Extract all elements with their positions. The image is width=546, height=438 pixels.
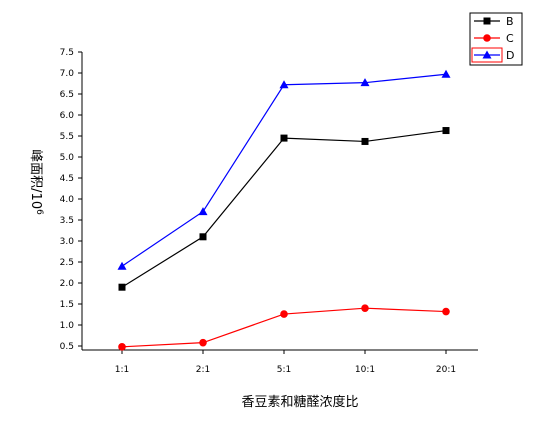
- series-D-point: [441, 69, 451, 78]
- y-axis-title-superscript: 6: [34, 209, 44, 215]
- y-axis-title: 峰面积/106: [28, 149, 44, 215]
- series-layer: [117, 69, 451, 351]
- series-D-point: [117, 261, 127, 270]
- series-B-point: [118, 283, 126, 291]
- y-tick-label: 0.5: [60, 342, 74, 352]
- y-tick-label: 1.5: [60, 300, 74, 310]
- x-tick-label: 5:1: [277, 365, 291, 375]
- x-tick-label: 20:1: [436, 365, 456, 375]
- legend-label: D: [506, 49, 514, 62]
- y-axis-title-main: 峰面积/10: [28, 149, 43, 209]
- x-tick-label: 10:1: [355, 365, 375, 375]
- series-B-point: [442, 127, 450, 135]
- legend-box: [469, 12, 523, 66]
- series-B: [118, 127, 450, 291]
- plot-frame: [81, 52, 478, 351]
- series-C: [118, 304, 450, 351]
- series-D: [117, 69, 451, 270]
- series-D-line: [121, 73, 447, 267]
- x-tick-label: 2:1: [196, 365, 210, 375]
- y-tick-label: 5.0: [60, 153, 75, 163]
- series-C-point: [361, 304, 369, 313]
- series-C-point: [199, 338, 207, 347]
- series-B-line: [121, 129, 447, 288]
- y-tick-label: 2.0: [60, 279, 75, 289]
- series-B-point: [199, 233, 207, 241]
- y-tick-label: 3.5: [60, 216, 74, 226]
- y-tick-label: 6.0: [60, 111, 75, 121]
- y-tick-label: 4.0: [60, 195, 75, 205]
- series-C-point: [442, 307, 450, 316]
- y-tick-label: 4.5: [60, 174, 74, 184]
- y-ticks: 0.5 1.0 1.5 2.0 2.5 3.0 3.5 4.0 4.5 5.0 5.5 6.0 6.5 7…: [60, 48, 82, 352]
- y-tick-label: 7.5: [60, 48, 74, 58]
- series-C-point: [118, 343, 126, 351]
- y-tick-label: 5.5: [60, 132, 74, 142]
- legend-selection-box: [471, 47, 503, 63]
- series-B-point: [280, 134, 288, 142]
- x-axis-title: 香豆素和糖醛浓度比: [241, 394, 358, 410]
- x-tick-label: 1:1: [115, 365, 129, 375]
- series-D-point: [198, 207, 208, 216]
- series-B-point: [361, 137, 369, 145]
- x-ticks: 1:1 2:1 5:1 10:1 20:1: [115, 350, 456, 375]
- y-tick-label: 3.0: [60, 237, 75, 247]
- series-C-point: [280, 310, 288, 318]
- legend-marker: [483, 34, 491, 42]
- legend-item-B: B: [474, 15, 514, 28]
- legend-item-C: C: [474, 32, 514, 45]
- legend-marker: [483, 17, 491, 25]
- legend-marker: [482, 50, 492, 59]
- y-tick-label: 1.0: [60, 321, 75, 331]
- legend-label: B: [506, 15, 514, 28]
- series-D-point: [279, 80, 289, 89]
- series-D-point: [360, 78, 370, 87]
- legend: BCD: [469, 12, 523, 66]
- legend-item-D: D: [471, 47, 514, 63]
- legend-label: C: [506, 32, 514, 45]
- y-tick-label: 7.0: [60, 69, 75, 79]
- y-tick-label: 2.5: [60, 258, 74, 268]
- y-tick-label: 6.5: [60, 90, 74, 100]
